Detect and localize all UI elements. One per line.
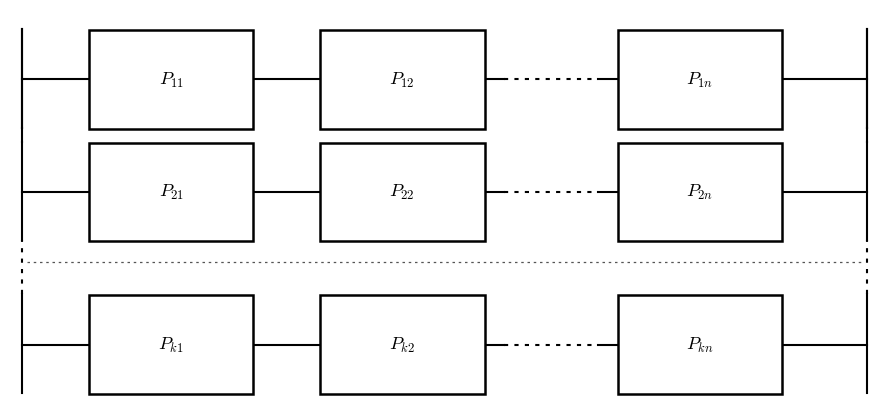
Text: $P_{k2}$: $P_{k2}$ xyxy=(389,335,415,354)
Bar xyxy=(89,143,253,241)
Text: $P_{k1}$: $P_{k1}$ xyxy=(158,335,184,354)
Bar xyxy=(320,31,485,129)
Bar xyxy=(320,296,485,394)
Text: $P_{1n}$: $P_{1n}$ xyxy=(686,71,714,90)
Bar xyxy=(89,31,253,129)
Bar xyxy=(618,31,782,129)
Text: $P_{kn}$: $P_{kn}$ xyxy=(686,335,714,354)
Text: $P_{21}$: $P_{21}$ xyxy=(158,183,184,202)
Bar xyxy=(618,296,782,394)
Text: $P_{12}$: $P_{12}$ xyxy=(389,71,415,90)
Bar xyxy=(618,143,782,241)
Text: $P_{2n}$: $P_{2n}$ xyxy=(686,183,714,202)
Text: $P_{11}$: $P_{11}$ xyxy=(158,71,184,90)
Bar xyxy=(89,296,253,394)
Text: $P_{22}$: $P_{22}$ xyxy=(389,183,415,202)
Bar xyxy=(320,143,485,241)
